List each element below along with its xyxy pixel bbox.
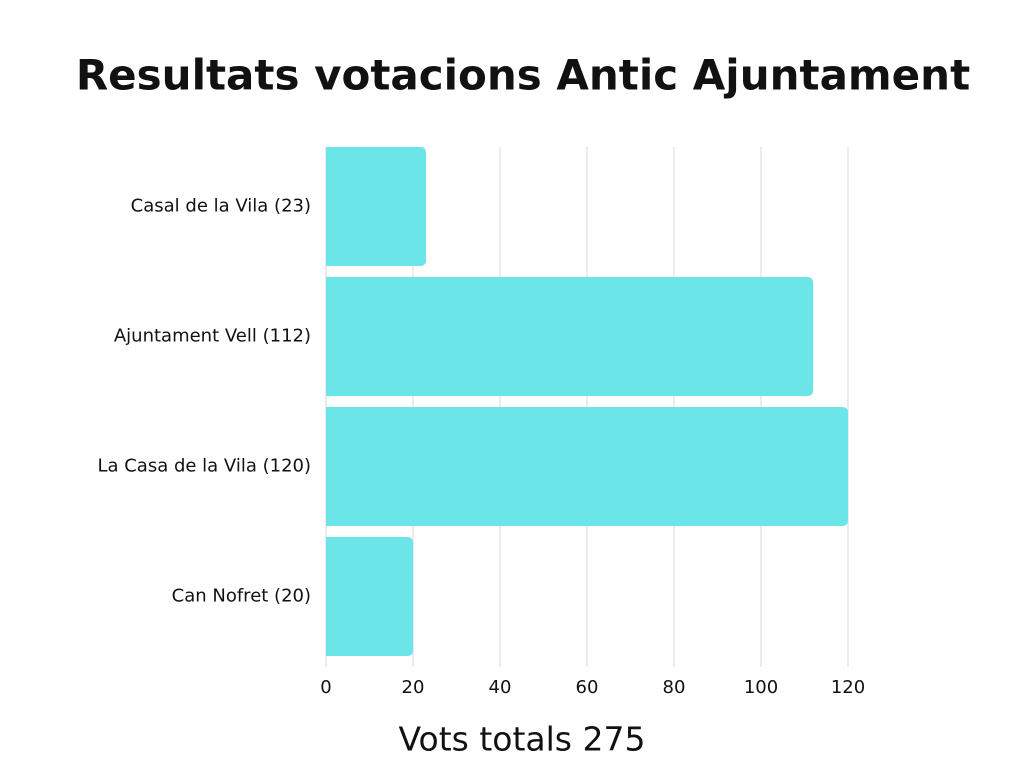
x-tick-label: 80 [663,677,686,698]
y-tick-label: Ajuntament Vell (112) [114,326,311,347]
bar [326,537,413,656]
x-tick-label: 120 [831,677,865,698]
x-tick-label: 20 [402,677,425,698]
bar [326,407,848,526]
x-tick-label: 0 [320,677,331,698]
x-tick-label: 60 [576,677,599,698]
bar [326,147,427,266]
x-axis-label: Vots totals 275 [399,720,646,759]
y-tick-label: La Casa de la Vila (120) [97,456,311,477]
chart-title: Resultats votacions Antic Ajuntament [76,51,970,100]
x-tick-label: 40 [489,677,512,698]
x-tick-label: 100 [744,677,778,698]
bar [326,277,814,396]
y-tick-label: Casal de la Vila (23) [131,196,311,217]
y-tick-label: Can Nofret (20) [172,586,311,607]
